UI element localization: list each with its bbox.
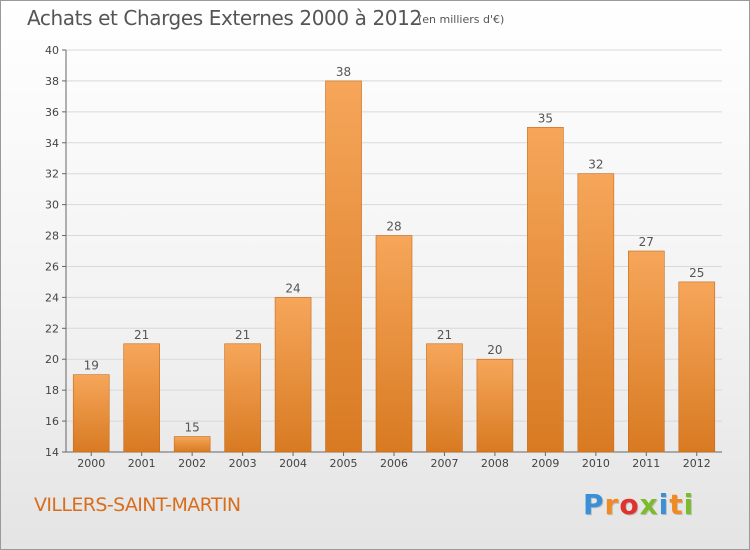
y-tick-label: 36 <box>45 106 59 119</box>
x-tick-label: 2009 <box>531 457 559 470</box>
bar-value-label: 35 <box>538 111 553 125</box>
logo-letter: r <box>604 488 620 521</box>
x-tick-label: 2005 <box>330 457 358 470</box>
bar-value-label: 15 <box>185 421 200 435</box>
bar <box>224 343 261 453</box>
x-tick-label: 2010 <box>582 457 610 470</box>
bar <box>678 281 716 453</box>
bar <box>426 343 463 453</box>
x-tick-label: 2004 <box>279 457 307 470</box>
bars <box>72 80 716 453</box>
y-tick-label: 22 <box>45 322 59 335</box>
bar <box>325 80 362 453</box>
logo-letter: t <box>669 488 684 521</box>
y-tick-label: 28 <box>45 230 59 243</box>
value-labels: 19 21 15 21 24 38 28 21 20 35 32 27 25 <box>84 65 705 435</box>
bar-value-label: 20 <box>487 343 502 357</box>
y-tick-label: 18 <box>45 384 59 397</box>
x-tick-label: 2012 <box>683 457 711 470</box>
logo-letter: o <box>619 488 640 521</box>
logo-letter: i <box>683 488 695 521</box>
bar <box>173 436 211 453</box>
x-tick-label: 2002 <box>178 457 206 470</box>
bar <box>274 297 312 453</box>
bar <box>577 173 615 453</box>
x-tick-label: 2008 <box>481 457 509 470</box>
x-tick-label: 2011 <box>632 457 660 470</box>
y-tick-label: 16 <box>45 415 59 428</box>
bar <box>123 343 160 453</box>
chart-title: Achats et Charges Externes 2000 à 2012 <box>27 6 422 30</box>
y-tick-label: 14 <box>45 446 59 459</box>
city-name: VILLERS-SAINT-MARTIN <box>34 494 241 516</box>
chart-subtitle: (en milliers d'€) <box>418 13 505 26</box>
y-tick-label: 26 <box>45 260 59 273</box>
x-tick-label: 2003 <box>229 457 257 470</box>
logo-letter: i <box>658 488 670 521</box>
logo-letter: x <box>639 488 659 521</box>
bar <box>527 127 564 453</box>
bar-value-label: 27 <box>639 235 654 249</box>
bar-value-label: 28 <box>386 220 401 234</box>
y-tick-label: 40 <box>45 44 59 57</box>
bar-value-label: 21 <box>437 328 452 342</box>
x-tick-label: 2007 <box>430 457 458 470</box>
x-tick-label: 2001 <box>128 457 156 470</box>
y-tick-label: 30 <box>45 199 59 212</box>
bar <box>628 250 665 453</box>
proxiti-logo: Proxiti <box>583 488 694 521</box>
bar-value-label: 21 <box>134 328 149 342</box>
y-tick-label: 24 <box>45 291 59 304</box>
x-tick-label: 2000 <box>77 457 105 470</box>
bar-value-label: 32 <box>588 158 603 172</box>
bar-value-label: 19 <box>84 359 99 373</box>
y-tick-label: 38 <box>45 75 59 88</box>
bar <box>72 374 110 453</box>
logo-letter: P <box>583 488 605 521</box>
y-tick-label: 32 <box>45 168 59 181</box>
y-tick-label: 34 <box>45 137 59 150</box>
x-tick-label: 2006 <box>380 457 408 470</box>
bar-value-label: 25 <box>689 266 704 280</box>
bar-value-label: 21 <box>235 328 250 342</box>
bar-value-label: 38 <box>336 65 351 79</box>
bar-value-label: 24 <box>285 281 300 295</box>
bar <box>476 358 514 453</box>
y-tick-label: 20 <box>45 353 59 366</box>
bar <box>375 235 413 453</box>
